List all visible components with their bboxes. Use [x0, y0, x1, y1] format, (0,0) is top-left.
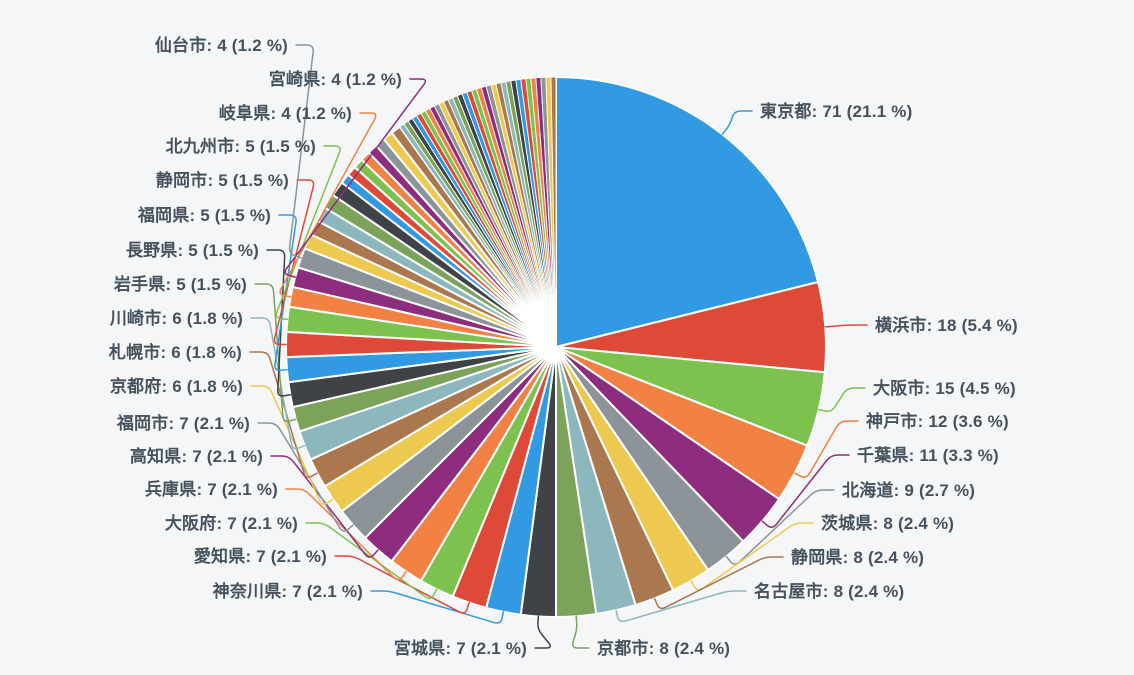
slice-label-岐阜県: 岐阜県: 4 (1.2 %) [219, 103, 352, 123]
slice-label-宮城県: 宮城県: 7 (2.1 %) [394, 638, 527, 658]
leader-line-仙台市 [288, 44, 314, 259]
leader-line-北九州市 [275, 145, 341, 321]
slice-label-横浜市: 横浜市: 18 (5.4 %) [875, 315, 1018, 335]
slice-label-大阪市: 大阪市: 15 (4.5 %) [873, 378, 1016, 398]
slice-labels: 東京都: 71 (21.1 %) 横浜市: 18 (5.4 %) 大阪市: 15 (… [108, 35, 1018, 658]
slice-label-長野県: 長野県: 5 (1.5 %) [126, 241, 259, 260]
slice-label-川崎市: 川崎市: 6 (1.8 %) [109, 308, 243, 328]
leader-line-宮崎県 [284, 78, 427, 278]
slice-label-茨城県: 茨城県: 8 (2.4 %) [821, 513, 954, 533]
leader-line-神奈川県 [370, 590, 505, 624]
slice-label-福岡市: 福岡市: 7 (2.1 %) [116, 413, 250, 433]
leader-line-東京都 [721, 110, 753, 136]
slice-label-神奈川県: 神奈川県: 7 (2.1 %) [213, 581, 363, 601]
leader-line-千葉県 [761, 454, 850, 528]
slice-label-兵庫県: 兵庫県: 7 (2.1 %) [145, 479, 278, 499]
pie-slices [285, 76, 827, 618]
slice-label-北九州市: 北九州市: 5 (1.5 %) [166, 136, 316, 156]
leader-line-京都市 [571, 615, 590, 649]
slice-label-仙台市: 仙台市: 4 (1.2 %) [155, 35, 288, 55]
leader-line-北海道 [725, 489, 835, 565]
slice-label-福岡県: 福岡県: 5 (1.5 %) [137, 205, 271, 225]
leader-line-高知県 [270, 455, 379, 558]
leader-line-神戸市 [793, 420, 859, 478]
slice-label-千葉県: 千葉県: 11 (3.3 %) [857, 445, 999, 465]
slice-label-京都府: 京都府: 6 (1.8 %) [110, 376, 243, 396]
leader-line-静岡市 [273, 179, 315, 346]
slice-label-北海道: 北海道: 9 (2.7 %) [842, 480, 975, 500]
leader-line-静岡県 [653, 556, 784, 610]
slice-label-愛知県: 愛知県: 7 (2.1 %) [194, 546, 327, 566]
pie-slice-small[interactable] [550, 76, 557, 348]
label-leader-lines [249, 44, 868, 649]
leader-line-大阪市 [817, 387, 866, 413]
slice-label-東京都: 東京都: 71 (21.1 %) [760, 101, 912, 121]
slice-label-静岡県: 静岡県: 8 (2.4 %) [791, 547, 924, 567]
slice-label-高知県: 高知県: 7 (2.1 %) [130, 446, 263, 466]
slice-label-静岡市: 静岡市: 5 (1.5 %) [156, 170, 289, 190]
slice-label-神戸市: 神戸市: 12 (3.6 %) [866, 411, 1009, 431]
slice-label-岩手県: 岩手県: 5 (1.5 %) [113, 274, 247, 294]
slice-label-大阪府: 大阪府: 7 (2.1 %) [165, 513, 298, 533]
slice-label-京都市: 京都市: 8 (2.4 %) [597, 638, 730, 658]
leader-line-宮城県 [534, 615, 552, 649]
leader-line-岩手県 [254, 283, 297, 423]
slice-label-名古屋市: 名古屋市: 8 (2.4 %) [754, 581, 904, 601]
slice-label-札幌市: 札幌市: 6 (1.8 %) [108, 342, 242, 362]
leader-line-横浜市 [824, 324, 868, 328]
leader-line-名古屋市 [615, 590, 747, 623]
leader-line-岐阜県 [279, 112, 377, 298]
slice-label-宮崎県: 宮崎県: 4 (1.2 %) [269, 69, 402, 89]
leader-line-茨城県 [690, 522, 814, 591]
